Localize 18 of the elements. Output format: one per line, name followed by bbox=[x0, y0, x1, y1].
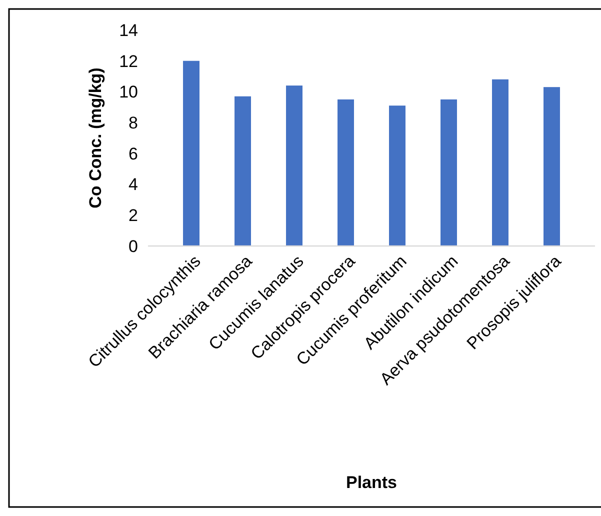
bar bbox=[389, 106, 406, 246]
y-tick-label: 4 bbox=[128, 175, 138, 194]
bar bbox=[440, 99, 457, 246]
bar bbox=[544, 87, 560, 246]
bar bbox=[338, 99, 354, 246]
y-tick-label: 0 bbox=[128, 236, 138, 256]
y-tick-label: 6 bbox=[128, 144, 138, 164]
y-tick-label: 2 bbox=[128, 206, 138, 226]
y-tick-label: 8 bbox=[128, 114, 138, 133]
x-axis-title: Plants bbox=[346, 473, 398, 492]
y-tick-label: 14 bbox=[119, 20, 138, 40]
bar bbox=[286, 86, 302, 246]
bar bbox=[492, 79, 508, 246]
bar bbox=[234, 96, 251, 246]
y-tick-label: 12 bbox=[119, 52, 138, 71]
y-tick-label: 10 bbox=[119, 82, 138, 102]
bar bbox=[183, 60, 200, 246]
y-axis-title: Co Conc. (mg/kg) bbox=[86, 68, 105, 208]
